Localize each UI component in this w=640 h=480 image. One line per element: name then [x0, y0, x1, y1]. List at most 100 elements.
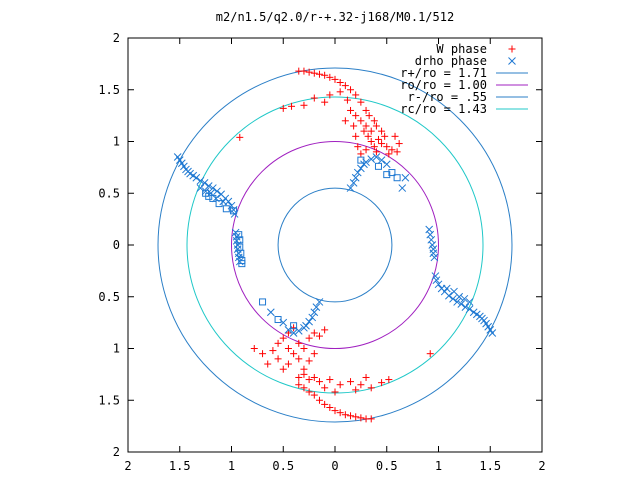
drho-phase-point [382, 160, 391, 169]
y-tick-label: 2 [113, 445, 120, 459]
w-phase-point [352, 386, 360, 394]
w-phase-point [385, 376, 393, 384]
drho-phase-point [196, 176, 205, 185]
legend-label: r+/ro = 1.71 [400, 66, 487, 80]
w-phase-point [378, 379, 386, 387]
w-phase-point [326, 73, 334, 81]
w-phase-point [321, 384, 329, 392]
drho-phase-point [426, 230, 435, 239]
x-tick-label: 2 [538, 459, 545, 473]
drho-phase-point [266, 308, 275, 317]
w-phase-point [362, 106, 370, 114]
w-phase-point [357, 117, 365, 125]
w-phase-point [326, 91, 334, 99]
w-phase-point [372, 148, 380, 156]
w-phase-point [274, 355, 282, 363]
square-point [222, 205, 230, 213]
square-point [238, 260, 246, 268]
w-phase-point [310, 373, 318, 381]
circle-r-ro [277, 187, 393, 303]
w-phase-point [310, 350, 318, 358]
legend-swatch [508, 57, 516, 65]
w-phase-point [336, 381, 344, 389]
drho-phase-point [367, 155, 376, 163]
legend-label: ro/ro = 1.00 [400, 78, 487, 92]
drho-phase-point [219, 197, 228, 206]
drho-phase-point [398, 184, 407, 192]
w-phase-point [274, 339, 282, 347]
w-phase-point [393, 148, 401, 156]
w-phase-point [310, 391, 318, 399]
w-phase-point [295, 381, 303, 389]
w-phase-point [288, 102, 296, 110]
x-tick-label: 0 [331, 459, 338, 473]
w-phase-point [370, 117, 378, 125]
w-phase-point [347, 412, 355, 420]
y-tick-label: 1.5 [98, 83, 120, 97]
w-phase-point [279, 104, 287, 112]
w-phase-point [378, 127, 386, 135]
w-phase-point [383, 143, 391, 151]
w-phase-point [381, 132, 389, 140]
w-phase-point [250, 345, 258, 352]
w-phase-point [336, 409, 344, 417]
w-phase-point [331, 388, 339, 396]
w-phase-point [372, 122, 380, 130]
square-point [236, 236, 244, 244]
legend-swatch [508, 45, 516, 53]
drho-phase-point [461, 303, 470, 311]
w-phase-point [347, 106, 355, 114]
w-phase-point [374, 135, 382, 143]
w-phase-point [300, 345, 308, 352]
w-phase-point [300, 67, 308, 75]
w-phase-point [388, 146, 396, 154]
w-phase-point [284, 360, 292, 368]
drho-phase-point [351, 173, 360, 182]
drho-phase-point [457, 300, 466, 308]
w-phase-point [378, 140, 386, 148]
w-phase-point [347, 378, 355, 386]
square-point [205, 192, 213, 200]
w-phase-point [300, 384, 308, 392]
y-tick-label: 1 [113, 135, 120, 149]
w-phase-point [315, 378, 323, 386]
w-phase-point [352, 112, 360, 120]
drho-phase-point [289, 329, 298, 337]
w-phase-point [367, 138, 375, 145]
circle-roro [231, 141, 439, 349]
w-phase-point [336, 88, 344, 96]
square-point [209, 194, 217, 202]
w-phase-point [269, 347, 277, 355]
drho-phase-point [315, 298, 324, 306]
w-phase-point [300, 370, 308, 378]
legend-label: drho phase [415, 54, 487, 68]
square-point [374, 162, 382, 170]
w-phase-point [315, 396, 323, 404]
drho-phase-point [465, 298, 474, 306]
drho-phase-point [453, 298, 461, 306]
square-point [230, 207, 238, 215]
w-phase-point [295, 373, 303, 381]
square-point [215, 200, 223, 208]
y-tick-label: 0 [113, 238, 120, 252]
w-phase-point [284, 329, 292, 337]
drho-phase-point [357, 164, 365, 173]
w-phase-point [310, 94, 318, 102]
w-phase-point [305, 68, 313, 76]
drho-phase-point [377, 156, 386, 164]
x-tick-label: 1 [435, 459, 442, 473]
drho-phase-point [204, 182, 213, 190]
x-tick-label: 1.5 [169, 459, 191, 473]
square-point [290, 322, 298, 330]
w-phase-point [362, 122, 370, 130]
drho-phase-point [312, 303, 321, 311]
x-tick-label: 1 [228, 459, 235, 473]
w-phase-point [336, 79, 344, 87]
drho-phase-point [465, 305, 474, 314]
square-point [274, 316, 282, 324]
y-tick-label: 2 [113, 31, 120, 45]
w-phase-point [354, 143, 362, 151]
circle-r+ro [157, 67, 513, 423]
w-phase-point [295, 355, 303, 363]
drho-phase-point [192, 173, 201, 182]
